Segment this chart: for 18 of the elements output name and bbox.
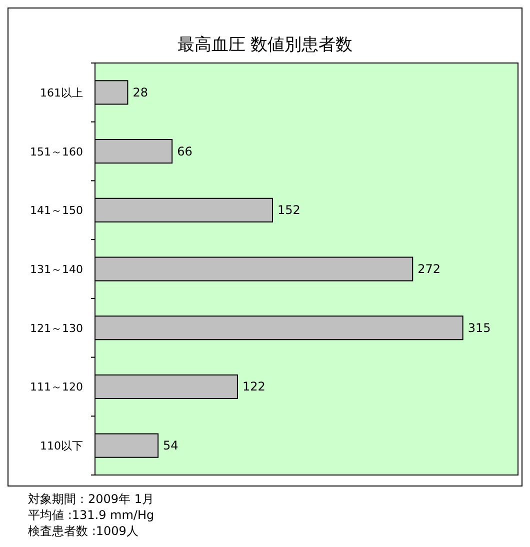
text: 対象期間：2009年 1月 [28, 492, 154, 506]
y-tick-label: 161以上 [40, 86, 83, 100]
text: 平均値 :131.9 mm/Hg [28, 508, 154, 522]
data-label: 54 [163, 438, 178, 453]
y-tick-label: 111～120 [30, 380, 83, 394]
chart-title: 最高血圧 数値別患者数 [177, 35, 353, 55]
y-tick-label: 110以下 [40, 440, 83, 453]
y-tick-label: 121～130 [30, 322, 83, 335]
y-tick-label: 131～140 [30, 263, 83, 276]
y-tick-label: 151～160 [30, 145, 83, 158]
data-label: 28 [132, 85, 148, 100]
data-label: 272 [418, 262, 441, 276]
text: 検査患者数 :1009人 [28, 524, 138, 538]
data-label: 315 [468, 320, 491, 335]
data-label: 66 [177, 144, 192, 158]
y-tick-label: 141～150 [30, 204, 83, 218]
data-label: 152 [277, 203, 300, 218]
data-label: 122 [242, 380, 266, 394]
